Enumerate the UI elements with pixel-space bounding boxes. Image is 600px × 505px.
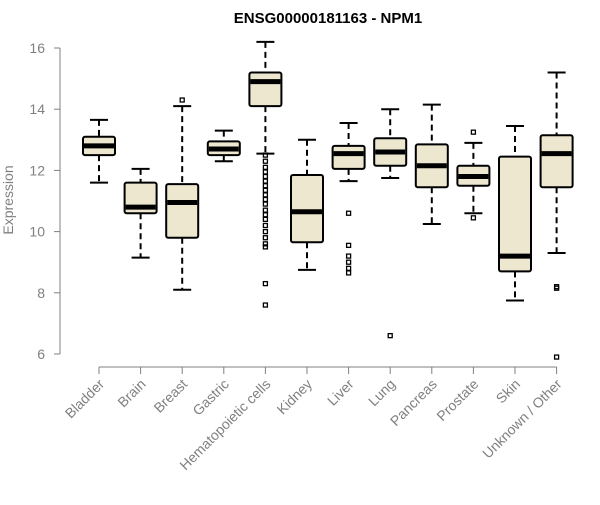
outlier-point <box>262 164 269 170</box>
outlier-point <box>345 242 352 249</box>
box-group <box>414 103 449 225</box>
box-group <box>498 125 532 302</box>
box-group <box>165 97 200 291</box>
outlier-point <box>262 183 269 189</box>
x-tick-label: Prostate <box>433 376 481 424</box>
outlier-point <box>262 212 269 218</box>
box-group <box>248 40 283 308</box>
y-tick-label: 8 <box>37 285 45 301</box>
outlier-point <box>262 207 269 213</box>
box-group <box>373 108 408 339</box>
box <box>498 155 532 273</box>
box-group <box>539 71 574 360</box>
x-tick-label: Lung <box>365 376 398 409</box>
x-tick-label: Breast <box>150 376 190 416</box>
outlier-point <box>262 241 269 247</box>
outlier-point <box>262 216 269 223</box>
box-group <box>331 121 366 276</box>
outlier-point <box>262 187 269 193</box>
y-tick-label: 16 <box>29 40 45 56</box>
outlier-point <box>262 228 269 235</box>
box-group <box>290 138 324 271</box>
box-group <box>82 118 116 184</box>
x-tick-label: Kidney <box>274 376 316 418</box>
outlier-point <box>262 244 269 250</box>
box <box>331 144 366 170</box>
outlier-point <box>262 280 269 287</box>
box <box>539 134 574 189</box>
outlier-point <box>262 178 269 184</box>
outlier-point <box>262 302 269 308</box>
outlier-point <box>262 235 269 241</box>
outlier-point <box>262 196 269 203</box>
outlier-point <box>345 259 352 265</box>
outlier-point <box>262 201 269 207</box>
x-tick-label: Liver <box>324 376 357 409</box>
x-tick-label: Bladder <box>62 376 108 422</box>
box-group <box>456 129 491 221</box>
outlier-point <box>553 285 560 291</box>
box <box>290 173 324 244</box>
outlier-point <box>262 173 269 180</box>
box-group <box>206 129 241 163</box>
outlier-point <box>262 158 269 164</box>
chart-title: ENSG00000181163 - NPM1 <box>234 10 422 27</box>
outlier-point <box>345 270 352 276</box>
y-tick-label: 6 <box>37 346 45 362</box>
outlier-point <box>179 97 185 103</box>
y-axis-label: Expression <box>0 165 16 234</box>
outlier-point <box>387 332 393 339</box>
x-tick-label: Brain <box>114 376 148 410</box>
outlier-point <box>470 215 477 221</box>
outlier-point <box>553 354 560 360</box>
x-tick-label: Skin <box>493 376 524 407</box>
plot-area <box>82 40 574 360</box>
outlier-point <box>262 192 269 198</box>
box <box>165 183 200 239</box>
outlier-point <box>345 253 352 259</box>
outlier-point <box>345 265 352 271</box>
outlier-point <box>345 210 352 216</box>
y-tick-label: 14 <box>29 101 45 117</box>
outlier-point <box>262 169 269 175</box>
outlier-point <box>470 129 477 135</box>
box <box>248 71 283 108</box>
outlier-point <box>262 222 269 229</box>
x-tick-label: Unknown / Other <box>479 376 565 462</box>
y-axis: 6 8 10 12 14 16 <box>29 40 61 362</box>
outlier-point <box>262 152 269 158</box>
y-tick-label: 10 <box>29 224 45 240</box>
y-tick-label: 12 <box>29 162 45 178</box>
box-group <box>123 167 158 259</box>
